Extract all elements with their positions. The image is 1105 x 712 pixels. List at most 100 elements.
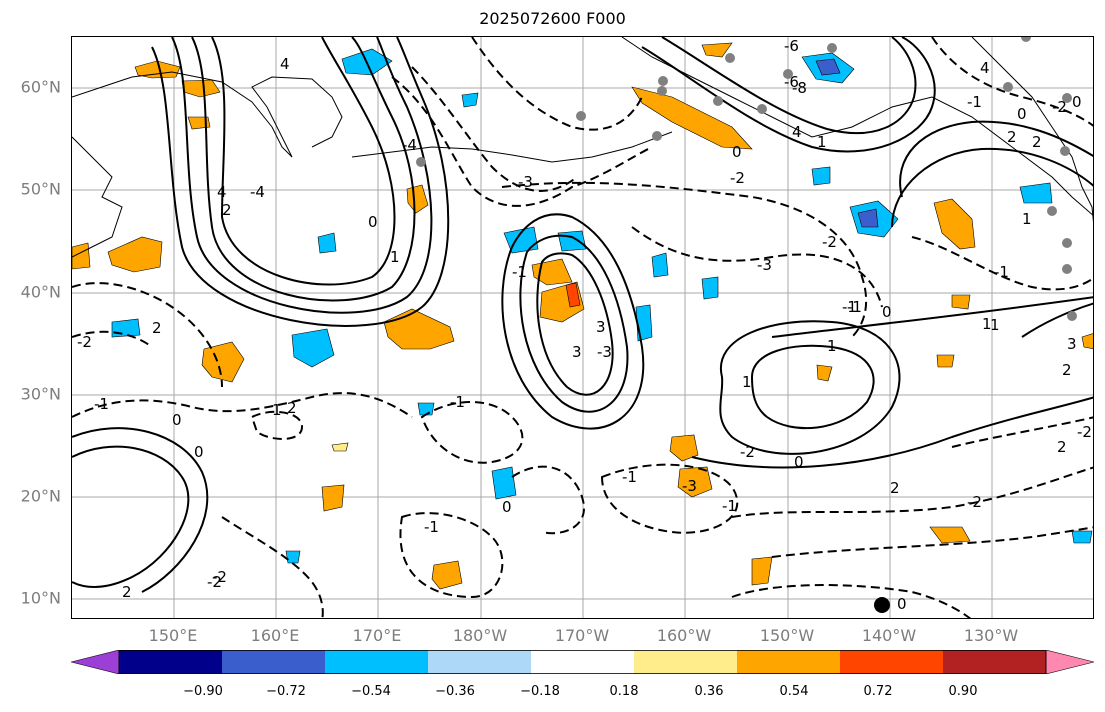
contour-label: 4 — [280, 55, 290, 73]
colorbar-border — [118, 650, 1047, 674]
solid-contours — [72, 37, 1093, 593]
patch-blue — [491, 466, 517, 500]
map-plot-area: 4 2 -4 -4 1 0 -3 -2 0 1 4 -6 -8 -2 -1 0 … — [71, 36, 1094, 619]
lon-label-160W: 160°W — [656, 626, 712, 645]
contour-line — [731, 466, 1093, 518]
station-dots — [416, 37, 1077, 613]
contour-label: 2 — [122, 583, 132, 601]
station-dot — [1062, 93, 1072, 103]
contour-label: 2 — [287, 399, 297, 417]
contour-line — [72, 392, 413, 418]
colorbar-tick: −0.36 — [435, 684, 475, 699]
contour-label: 1 — [1022, 210, 1032, 228]
contour-line — [600, 463, 739, 534]
lon-label-130W: 130°W — [963, 626, 1019, 645]
lat-label-50N: 50°N — [20, 179, 61, 199]
lon-label-150W: 150°W — [759, 626, 815, 645]
contour-label: 3 — [1067, 335, 1077, 353]
colorbar-extend-low — [71, 650, 120, 674]
contour-label: 1 — [827, 337, 837, 355]
patch-orange — [1081, 333, 1093, 349]
patch-orange — [669, 434, 699, 462]
patch-dark-blue — [815, 58, 841, 76]
contour-label: 0 — [897, 595, 907, 613]
contour-line — [72, 445, 190, 588]
station-dot — [1062, 264, 1072, 274]
patch-orange — [816, 364, 833, 382]
contour-label: 0 — [502, 498, 512, 516]
patch-orange — [929, 526, 971, 544]
patch-orange — [951, 294, 971, 310]
contour-line — [719, 320, 901, 455]
patch-blue — [317, 232, 337, 254]
coastlines — [72, 37, 1093, 258]
patch-light-yellow — [331, 442, 349, 452]
contour-line — [951, 416, 1093, 448]
contour-line — [501, 181, 868, 338]
contour-label: -6 — [784, 37, 799, 55]
contour-line — [536, 252, 614, 396]
contour-label: -1 — [994, 263, 1009, 281]
station-dot — [725, 53, 735, 63]
station-dot — [658, 76, 668, 86]
shaded-patches — [72, 42, 1093, 590]
contour-line — [1021, 302, 1093, 338]
contour-line — [519, 234, 629, 413]
contour-label: 1 — [817, 133, 827, 151]
patch-orange — [72, 242, 91, 270]
patch-orange — [631, 86, 753, 150]
patch-blue — [1019, 182, 1053, 204]
colorbar-segment — [634, 650, 738, 674]
graticule — [72, 37, 1093, 618]
contour-label: -1 — [512, 263, 527, 281]
patch-blue — [461, 92, 479, 108]
contour-label: 3 — [572, 343, 582, 361]
lon-label-150E: 150°E — [148, 626, 198, 645]
station-dot — [874, 597, 890, 613]
patch-orange — [677, 466, 713, 498]
contour-label: 1 — [982, 315, 992, 333]
contour-line — [411, 66, 578, 192]
colorbar-extend-high — [1045, 650, 1094, 674]
contour-line — [250, 410, 304, 440]
contour-label: -8 — [792, 79, 807, 97]
contour-label: -3 — [757, 256, 772, 274]
colorbar-tick: 0.18 — [609, 684, 639, 699]
contour-line — [72, 330, 153, 348]
patch-blue — [651, 252, 669, 278]
contour-label: 2 — [1057, 438, 1067, 456]
patch-orange — [751, 556, 773, 586]
patch-orange — [201, 341, 245, 383]
station-dot — [576, 111, 586, 121]
patch-orange — [406, 184, 429, 214]
contour-line — [511, 465, 585, 535]
colorbar-tick: 0.36 — [694, 684, 724, 699]
patch-blue — [701, 276, 719, 300]
contour-label: -1 — [842, 298, 857, 316]
colorbar-tick: 0.72 — [863, 684, 893, 699]
contour-label: -1 — [94, 395, 109, 413]
lat-label-60N: 60°N — [20, 77, 61, 97]
contour-label: -3 — [682, 477, 697, 495]
patch-orange — [431, 560, 463, 590]
station-dot — [1060, 146, 1070, 156]
patch-blue — [291, 328, 335, 368]
contour-label: 0 — [882, 303, 892, 321]
kamchatka-coast — [72, 71, 343, 158]
contour-label: -2 — [212, 568, 227, 586]
patch-orange — [321, 484, 345, 512]
lon-label-170W: 170°W — [554, 626, 610, 645]
station-dot — [827, 43, 837, 53]
colorbar-segment — [531, 650, 635, 674]
contour-label: 2 — [1032, 133, 1042, 151]
patch-orange — [383, 308, 455, 350]
contour-label: -2 — [730, 169, 745, 187]
colorbar-tick: 0.90 — [948, 684, 978, 699]
patch-blue — [503, 226, 539, 254]
contour-line — [191, 37, 416, 302]
contour-label: 1 — [990, 316, 1000, 334]
contour-line — [641, 37, 936, 153]
contour-label: -2 — [77, 333, 92, 351]
colorbar — [71, 650, 1094, 674]
contour-line — [72, 282, 223, 388]
